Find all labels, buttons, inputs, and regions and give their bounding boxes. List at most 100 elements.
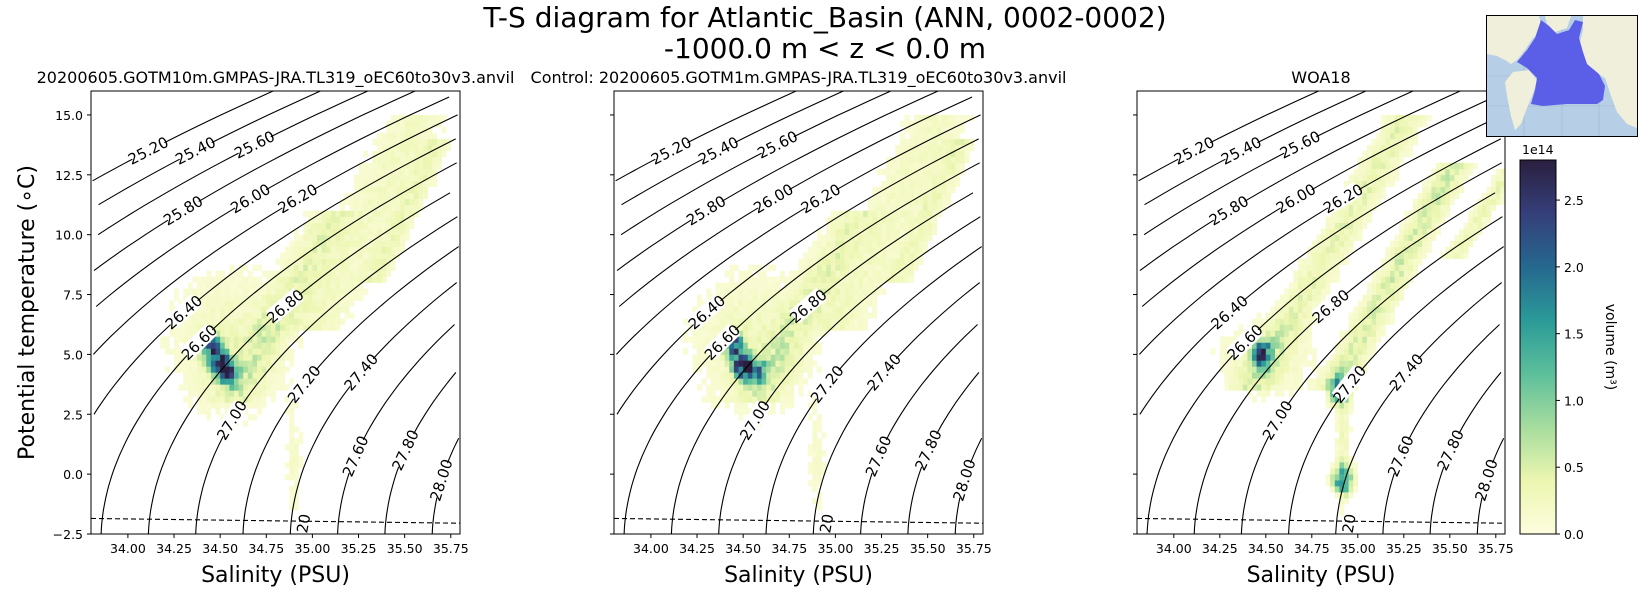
heatmap-cell (247, 312, 253, 319)
x-tick-label: 35.50 (1432, 541, 1468, 556)
heatmap-cell (1224, 372, 1230, 379)
heatmap-cell (1385, 300, 1391, 307)
y-tick-label: 2.5 (63, 407, 83, 422)
heatmap-cell (1279, 330, 1285, 337)
heatmap-cell (187, 372, 193, 379)
heatmap-cell (1265, 378, 1271, 385)
heatmap-cell (1293, 372, 1299, 379)
heatmap-cell (738, 282, 744, 289)
heatmap-cell (1385, 114, 1391, 122)
heatmap-cell (298, 318, 304, 325)
heatmap-cell (335, 318, 341, 325)
heatmap-cell (376, 204, 382, 212)
heatmap-cell (1357, 156, 1363, 164)
heatmap-cell (1426, 216, 1432, 224)
heatmap-cell (1265, 372, 1271, 379)
heatmap-cell (1440, 168, 1446, 176)
contour-label: 26.00 (227, 180, 273, 217)
heatmap-cell (683, 336, 689, 343)
heatmap-cell (1311, 348, 1317, 355)
heatmap-cell (192, 324, 198, 331)
inset-land-north-america (1487, 16, 1543, 64)
heatmap-cell (1256, 348, 1262, 355)
heatmap-cell (872, 300, 878, 307)
heatmap-cell (400, 168, 405, 176)
heatmap-cell (890, 192, 896, 200)
heatmap-cell (835, 240, 841, 247)
colorbar-label: volume (m³) (1602, 304, 1618, 391)
heatmap-cell (284, 336, 290, 343)
heatmap-cell (187, 360, 193, 367)
heatmap-cell (1344, 468, 1349, 475)
heatmap-cell (1371, 186, 1377, 194)
heatmap-cell (321, 276, 327, 283)
heatmap-cell (1390, 144, 1395, 152)
heatmap-cell (201, 372, 207, 379)
heatmap-cell (853, 246, 859, 253)
freezing-line-label: 20 (293, 513, 314, 535)
heatmap-cell (233, 342, 239, 349)
heatmap-cell (1371, 192, 1377, 200)
heatmap-cell (224, 366, 230, 373)
heatmap-cell (830, 312, 836, 319)
heatmap-cell (220, 270, 226, 277)
contour-label-bg (1174, 134, 1214, 166)
heatmap-cell (390, 204, 396, 212)
heatmap-cell (1334, 360, 1340, 367)
heatmap-cell (1353, 234, 1359, 241)
heatmap-cell (849, 294, 855, 301)
heatmap-cell (1284, 336, 1290, 343)
heatmap-cell (344, 300, 350, 307)
heatmap-cell (844, 246, 850, 253)
heatmap-cell (876, 276, 882, 283)
heatmap-cell (1495, 198, 1501, 206)
heatmap-cell (1394, 114, 1400, 122)
heatmap-cell (1233, 378, 1239, 385)
heatmap-cell (747, 342, 753, 349)
heatmap-cell (886, 252, 892, 259)
heatmap-cell (266, 384, 272, 391)
heatmap-cell (830, 252, 836, 259)
heatmap-cell (738, 336, 744, 343)
heatmap-cell (858, 258, 864, 265)
heatmap-cell (720, 318, 725, 325)
heatmap-cell (1334, 402, 1340, 409)
heatmap-cell (724, 288, 730, 295)
heatmap-cell (409, 126, 415, 134)
heatmap-cell (766, 366, 772, 373)
heatmap-cell (1348, 354, 1354, 361)
heatmap-cell (789, 324, 795, 331)
heatmap-cell (720, 312, 725, 319)
heatmap-cell (1403, 138, 1409, 146)
heatmap-cell (247, 348, 253, 355)
heatmap-cell (418, 168, 424, 176)
heatmap-cell (867, 300, 873, 307)
heatmap-cell (927, 150, 933, 158)
heatmap-cell (1247, 360, 1253, 367)
heatmap-cell (1311, 294, 1317, 301)
heatmap-cell (257, 330, 262, 337)
heatmap-cell (1334, 222, 1340, 229)
heatmap-cell (1436, 198, 1441, 206)
heatmap-cell (1491, 174, 1497, 182)
heatmap-cell (349, 246, 355, 253)
heatmap-cell (312, 210, 318, 218)
heatmap-cell (257, 288, 262, 295)
heatmap-cell (872, 240, 878, 247)
heatmap-cell (243, 348, 249, 355)
heatmap-cell (830, 318, 836, 325)
heatmap-cell (1293, 300, 1299, 307)
heatmap-cell (413, 204, 419, 212)
heatmap-cell (418, 198, 424, 206)
heatmap-cell (913, 264, 919, 271)
heatmap-cell (243, 312, 249, 319)
heatmap-cell (812, 276, 818, 283)
heatmap-cell (358, 258, 364, 265)
heatmap-cell (867, 246, 873, 253)
heatmap-cell (955, 174, 961, 182)
heatmap-cell (358, 192, 364, 200)
density-contour-26.40 (616, 138, 979, 415)
contour-label: 26.00 (750, 180, 796, 217)
heatmap-cell (1472, 204, 1478, 212)
heatmap-cell (1367, 204, 1372, 212)
